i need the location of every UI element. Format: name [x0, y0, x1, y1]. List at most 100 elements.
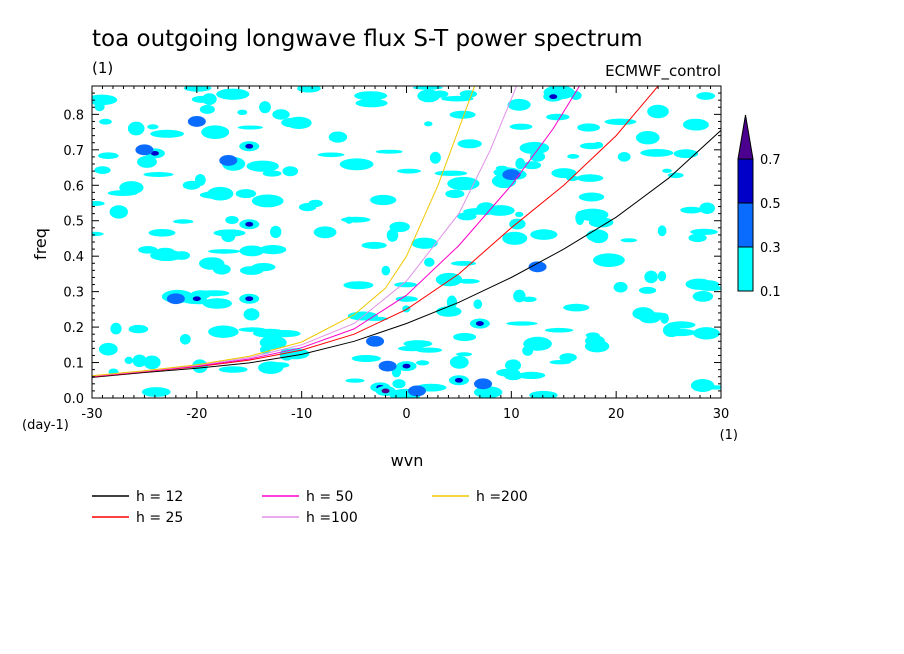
contour-patch-low: [436, 306, 462, 317]
contour-patch-low: [667, 321, 696, 329]
colorbar-segment-2: [737, 158, 754, 204]
contour-patch-low: [657, 271, 667, 282]
contour-patch-low: [639, 286, 657, 294]
contour-patch-low: [544, 327, 574, 333]
contour-patch-low: [370, 194, 397, 206]
y-tick-label: 0.0: [63, 392, 84, 407]
legend: h = 12 h = 25 h = 50 h =100 h =200: [92, 489, 528, 526]
series-line-2: [92, 86, 580, 377]
contour-patch-low: [124, 356, 133, 364]
chart-title: toa outgoing longwave flux S-T power spe…: [92, 26, 643, 52]
contour-patch-low: [699, 202, 715, 214]
contour-patch-low: [207, 186, 234, 201]
contour-patch-low: [92, 231, 104, 237]
contour-patch-low: [506, 361, 521, 372]
contour-patch-low: [156, 247, 175, 256]
contour-patch-low: [239, 266, 264, 275]
contour-patch-low: [208, 249, 241, 254]
contour-patch-low: [395, 296, 418, 302]
contour-patch-low: [688, 233, 707, 243]
contour-patch-low: [429, 151, 441, 164]
contour-patch-low: [424, 121, 433, 127]
contour-patch-10: [381, 388, 390, 394]
contour-patch-low: [690, 228, 718, 235]
legend-label-2: h = 50: [306, 489, 353, 505]
contour-patch-low: [127, 121, 145, 136]
contour-patch-3: [245, 221, 254, 227]
contour-patch-7: [245, 296, 254, 302]
contour-patch-low: [201, 125, 230, 139]
contour-patch-low: [446, 295, 457, 309]
y-tick-label: 0.3: [63, 286, 84, 301]
contour-patch-low: [262, 170, 282, 177]
contour-patch-low: [259, 245, 287, 255]
contour-patch-low: [620, 238, 637, 243]
contour-patch-low: [662, 168, 672, 173]
contour-patch-low: [132, 354, 147, 368]
contour-patch-low: [476, 202, 496, 216]
contour-patch-low: [143, 355, 161, 370]
contour-patch-low: [636, 131, 660, 145]
contour-patch-low: [282, 166, 299, 177]
contour-patch-low: [238, 327, 266, 332]
contour-patch-low: [647, 104, 669, 119]
contour-patch-low: [110, 322, 122, 335]
contour-patch-low: [343, 281, 374, 290]
chart-subtitle-right: ECMWF_control: [605, 62, 721, 81]
contour-patch-low: [328, 131, 348, 143]
x-tick-label: 30: [713, 407, 730, 422]
contour-patch-low: [613, 281, 628, 293]
contour-patch-low: [375, 149, 403, 154]
contour-patch-low: [593, 253, 625, 267]
contour-patch-low: [576, 174, 604, 182]
contour-patch-low: [449, 110, 476, 119]
contour-patch-low: [268, 362, 290, 369]
contour-patch-low: [141, 387, 171, 397]
contour-patch-low: [699, 280, 720, 290]
contour-patch-low: [351, 355, 381, 362]
contour-patch-low: [361, 241, 387, 249]
contour-patch-low: [682, 118, 709, 131]
contour-patch-low: [664, 328, 697, 337]
contour-patch-low: [411, 237, 438, 249]
contour-patch-low: [416, 360, 430, 366]
x-unit-label: (1): [720, 428, 738, 443]
contour-patch-low: [235, 189, 257, 199]
contour-patch-low: [297, 86, 321, 93]
chart-subtitle-left: (1): [92, 59, 113, 77]
legend-label-3: h =100: [306, 510, 358, 526]
contour-patch-low: [506, 321, 538, 326]
contour-patch-low: [519, 141, 550, 155]
contour-patch-low: [507, 98, 531, 111]
contour-patch-low: [496, 368, 521, 377]
contour-patch-0: [150, 150, 159, 156]
contour-patch-low: [237, 125, 264, 130]
y-tick-label: 0.8: [63, 108, 84, 123]
contour-patch-low: [389, 221, 410, 233]
contour-patch-low: [577, 123, 600, 132]
contour-patch-low: [521, 296, 537, 302]
contour-patch-6: [192, 296, 201, 302]
contour-patch-low: [150, 129, 185, 138]
contour-patch-low: [522, 345, 534, 356]
contour-patch-low: [696, 92, 716, 100]
contour-patch-2: [245, 143, 254, 149]
contour-patch-low: [593, 141, 603, 149]
contour-patch-21: [166, 293, 185, 305]
contour-patch-low: [589, 231, 608, 244]
contour-patch-low: [529, 151, 546, 162]
x-tick-label: 0: [402, 407, 410, 422]
series-line-1: [92, 86, 659, 378]
contour-patch-low: [143, 172, 174, 177]
contour-patch-low: [191, 95, 212, 103]
contour-patch-low: [199, 104, 215, 114]
contour-patch-low: [128, 324, 149, 334]
contour-patch-low: [208, 325, 239, 338]
contour-patch-low: [313, 226, 337, 239]
contour-patch-low: [515, 211, 524, 218]
contour-patch-low: [355, 98, 388, 108]
contour-patch-low: [92, 201, 105, 206]
contour-patch-low: [394, 282, 417, 288]
contour-patch-low: [107, 190, 138, 197]
